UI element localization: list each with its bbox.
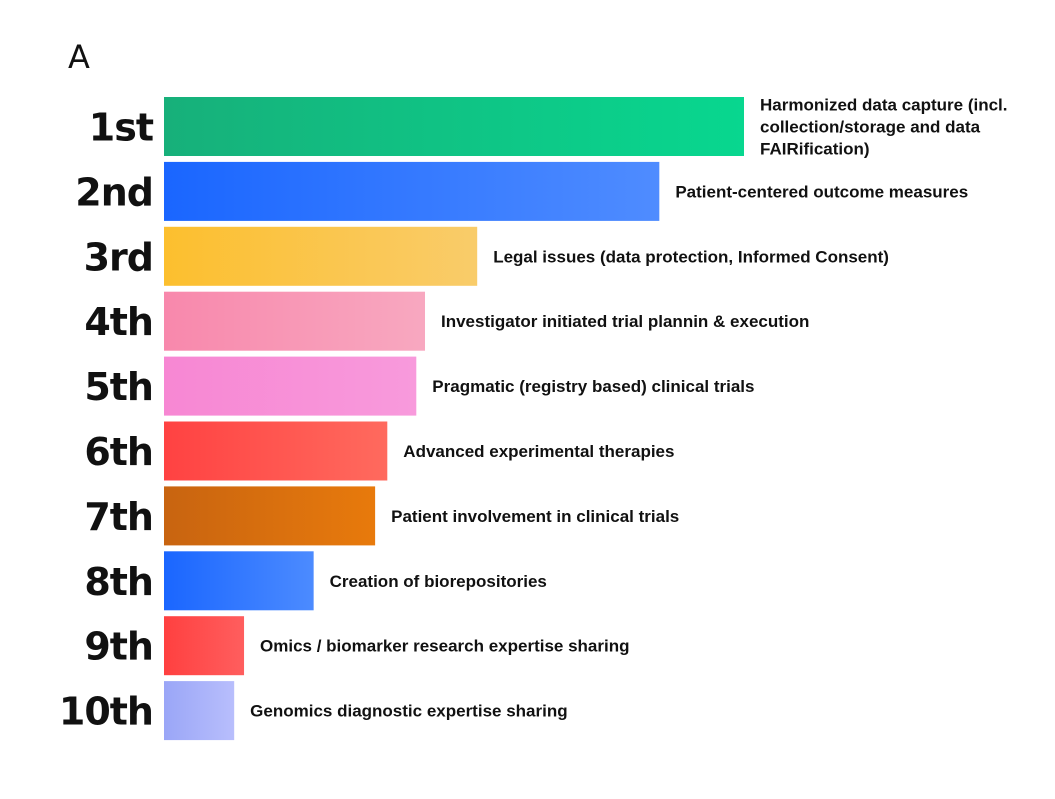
bar-9 — [164, 616, 245, 676]
rank-label-2: 2nd — [75, 170, 153, 214]
rank-label-5: 5th — [84, 365, 153, 409]
category-label-line: FAIRification) — [760, 140, 870, 159]
rank-label-1: 1st — [89, 106, 154, 150]
rank-label-4: 4th — [84, 300, 153, 344]
category-label-line: Genomics diagnostic expertise sharing — [250, 702, 567, 721]
category-label-line: Omics / biomarker research expertise sha… — [260, 637, 629, 656]
bar-5 — [164, 356, 417, 416]
rank-label-3: 3rd — [84, 235, 153, 279]
category-label-line: Patient-centered outcome measures — [675, 182, 968, 201]
bars-layer: 1st Harmonized data capture (incl. collect… — [59, 96, 1008, 741]
bar-1 — [164, 97, 744, 156]
bar-2 — [164, 161, 660, 221]
panel-label: A — [68, 38, 90, 76]
category-label-line: Advanced experimental therapies — [403, 442, 674, 461]
bar-6 — [164, 421, 388, 481]
category-label-line: Investigator initiated trial plannin & e… — [441, 312, 809, 331]
category-label-6: Advanced experimental therapies — [403, 442, 674, 461]
rank-label-7: 7th — [84, 495, 153, 539]
category-label-7: Patient involvement in clinical trials — [391, 507, 679, 526]
category-label-2: Patient-centered outcome measures — [675, 182, 968, 201]
category-label-line: Creation of biorepositories — [330, 572, 547, 591]
bar-4 — [164, 291, 425, 351]
bar-7 — [164, 486, 376, 546]
category-label-9: Omics / biomarker research expertise sha… — [260, 637, 629, 656]
rank-label-6: 6th — [84, 430, 153, 474]
rank-label-8: 8th — [84, 560, 153, 604]
category-label-3: Legal issues (data protection, Informed … — [493, 247, 889, 266]
rank-label-9: 9th — [84, 625, 153, 669]
category-label-8: Creation of biorepositories — [330, 572, 547, 591]
category-label-line: collection/storage and data — [760, 118, 981, 137]
category-label-line: Harmonized data capture (incl. — [760, 96, 1008, 115]
category-label-line: Pragmatic (registry based) clinical tria… — [432, 377, 754, 396]
bar-3 — [164, 226, 478, 286]
category-label-10: Genomics diagnostic expertise sharing — [250, 702, 567, 721]
bar-10 — [164, 681, 235, 741]
category-label-1: Harmonized data capture (incl. collection… — [760, 96, 1008, 159]
category-label-line: Legal issues (data protection, Informed … — [493, 247, 889, 266]
category-label-4: Investigator initiated trial plannin & e… — [441, 312, 809, 331]
category-label-5: Pragmatic (registry based) clinical tria… — [432, 377, 754, 396]
rank-label-10: 10th — [59, 690, 153, 734]
bar-8 — [164, 551, 314, 611]
category-label-line: Patient involvement in clinical trials — [391, 507, 679, 526]
